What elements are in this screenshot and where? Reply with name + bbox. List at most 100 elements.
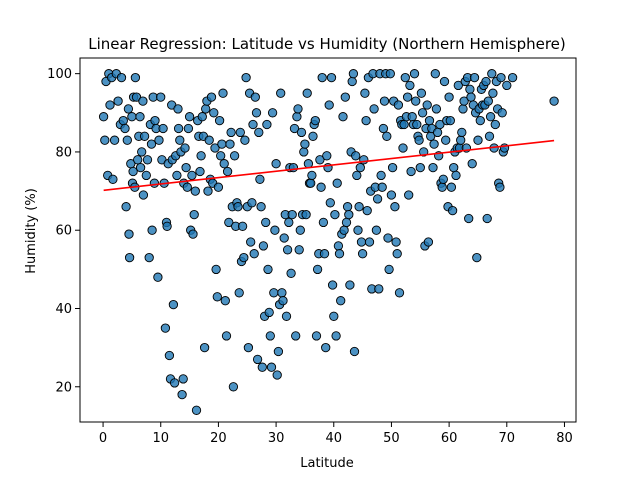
data-point — [252, 354, 263, 365]
data-point — [417, 108, 428, 118]
data-point — [214, 115, 225, 126]
data-point — [123, 104, 134, 114]
data-point — [374, 284, 384, 294]
data-point — [172, 170, 182, 181]
data-point — [182, 182, 192, 192]
data-point — [315, 155, 325, 165]
data-point — [444, 92, 454, 102]
x-tick-label: 40 — [325, 431, 342, 446]
data-point — [353, 225, 363, 235]
y-tick-label: 20 — [55, 380, 72, 395]
data-point — [456, 135, 466, 145]
data-point — [277, 288, 287, 298]
data-point — [219, 159, 229, 169]
data-point — [449, 162, 459, 173]
data-point — [377, 182, 387, 192]
data-point — [138, 190, 149, 200]
data-point — [441, 135, 451, 145]
data-point — [153, 272, 163, 282]
data-point — [248, 119, 258, 130]
data-point — [457, 127, 467, 138]
data-point — [255, 174, 265, 184]
data-point — [158, 123, 168, 134]
data-point — [475, 115, 485, 126]
data-point — [364, 237, 375, 247]
data-point — [221, 331, 232, 341]
data-point — [317, 72, 327, 83]
data-point — [278, 296, 288, 306]
data-point — [282, 245, 293, 255]
data-point — [325, 198, 335, 208]
data-point — [439, 76, 450, 87]
data-point — [269, 288, 279, 298]
data-point — [360, 88, 370, 98]
data-point — [369, 104, 379, 114]
data-point — [331, 331, 341, 341]
data-point — [251, 108, 262, 118]
data-point — [135, 112, 145, 122]
data-point — [378, 123, 389, 134]
data-point — [467, 159, 477, 169]
data-point — [173, 104, 183, 114]
data-point — [237, 221, 248, 231]
data-point — [422, 100, 432, 110]
data-point — [168, 299, 179, 310]
data-point — [379, 96, 390, 106]
data-point — [293, 104, 303, 114]
data-point — [472, 252, 482, 263]
data-point — [142, 155, 153, 165]
data-point — [394, 288, 405, 298]
data-point — [345, 280, 355, 290]
data-point — [138, 96, 148, 106]
data-point — [220, 296, 230, 306]
data-point — [118, 115, 128, 126]
data-point — [243, 342, 254, 353]
data-point — [356, 237, 367, 247]
data-point — [354, 202, 364, 212]
data-point — [326, 72, 337, 83]
data-point — [286, 268, 296, 278]
data-point — [183, 123, 194, 134]
data-point — [190, 186, 200, 196]
data-point — [203, 186, 213, 196]
data-point — [484, 131, 495, 141]
data-point — [257, 362, 267, 372]
data-point — [181, 162, 191, 173]
data-point — [459, 96, 469, 106]
data-point — [184, 112, 195, 122]
data-point — [329, 311, 339, 321]
data-point — [349, 346, 360, 357]
chart-title: Linear Regression: Latitude vs Humidity … — [88, 35, 566, 53]
data-point — [289, 123, 300, 134]
data-point — [195, 166, 205, 177]
data-point — [316, 182, 326, 192]
data-point — [351, 151, 361, 161]
data-point — [160, 323, 171, 333]
data-point — [334, 249, 345, 259]
data-point — [338, 112, 348, 122]
data-point — [382, 131, 392, 141]
data-point — [130, 72, 141, 83]
data-point — [109, 135, 120, 145]
data-point — [281, 311, 292, 321]
data-point — [222, 166, 233, 177]
data-point — [404, 190, 414, 200]
data-point — [249, 249, 259, 259]
data-point — [437, 182, 447, 192]
data-point — [488, 88, 498, 98]
data-point — [229, 151, 240, 161]
data-point — [398, 143, 408, 153]
data-point — [241, 72, 251, 83]
data-point — [256, 202, 266, 212]
data-point — [414, 135, 424, 145]
data-point — [156, 92, 166, 102]
data-point — [189, 209, 199, 220]
x-tick-label: 0 — [99, 431, 107, 446]
data-point — [387, 162, 398, 173]
data-point — [340, 92, 350, 102]
data-point — [218, 88, 228, 98]
data-point — [502, 80, 512, 91]
data-point — [175, 135, 185, 145]
data-point — [497, 108, 507, 118]
data-point — [265, 331, 275, 341]
